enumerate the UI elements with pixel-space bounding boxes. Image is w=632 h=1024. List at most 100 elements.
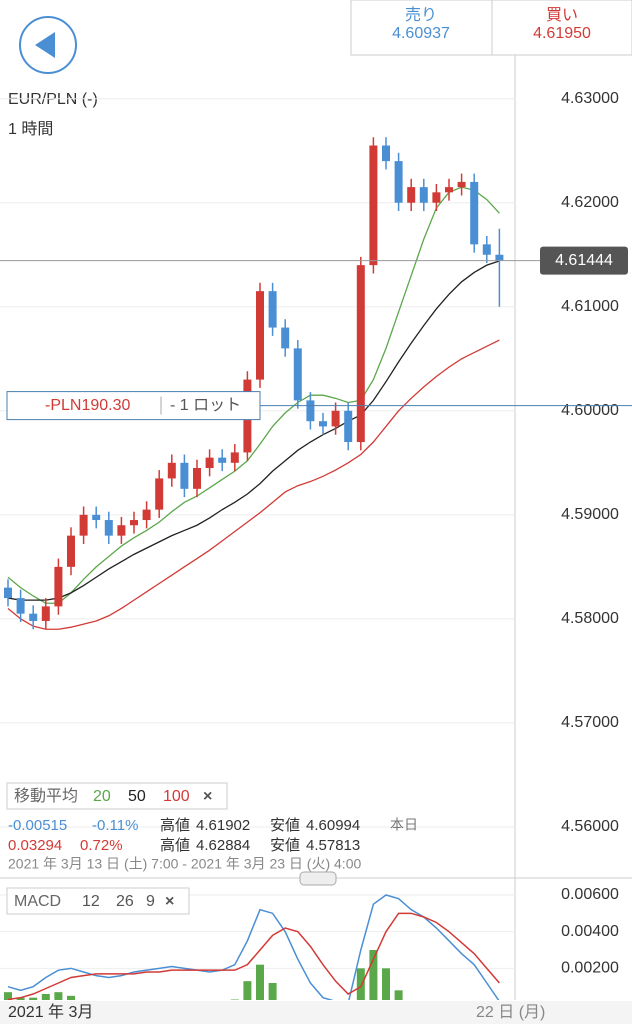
buy-button[interactable]: 買い 4.61950 <box>491 0 632 56</box>
day-low-label: 安値 <box>270 817 300 834</box>
candle-body <box>130 520 138 526</box>
histogram-bar <box>382 968 390 1000</box>
y-tick-label: 4.58000 <box>561 610 619 627</box>
histogram-bar <box>369 950 378 1000</box>
candle-body <box>382 145 390 162</box>
candle-body <box>445 187 453 193</box>
candle-body <box>394 161 403 203</box>
day-change: -0.00515 <box>8 817 67 834</box>
position-pnl: -PLN190.30 <box>45 397 130 414</box>
panel-resize-handle[interactable] <box>299 871 337 886</box>
candle-body <box>41 606 50 621</box>
range-high-label: 高値 <box>160 837 190 854</box>
range-low: 4.57813 <box>306 837 360 854</box>
buy-price[interactable]: 4.61950 <box>533 25 591 42</box>
candle-body <box>104 520 113 536</box>
macd-legend-close[interactable]: × <box>165 893 174 910</box>
sell-price[interactable]: 4.60937 <box>392 25 450 42</box>
y-tick-label: 4.56000 <box>561 818 619 835</box>
back-circle[interactable] <box>19 16 77 74</box>
sell-box[interactable] <box>350 0 493 56</box>
y-tick-label: 4.62000 <box>561 194 619 211</box>
candle-body <box>180 462 189 489</box>
range-low-label: 安値 <box>270 837 300 854</box>
candle-body <box>495 254 504 261</box>
back-button[interactable] <box>19 16 77 74</box>
ma-legend-entry: 50 <box>128 788 146 805</box>
candle-body <box>142 509 151 521</box>
y-tick-label: 0.00200 <box>561 960 619 977</box>
moving-average <box>7 186 500 604</box>
macd-param: 9 <box>146 893 155 910</box>
sell-button[interactable]: 売り 4.60937 <box>350 0 493 56</box>
day-high: 4.61902 <box>196 817 250 834</box>
y-tick-label: 4.63000 <box>561 90 619 107</box>
histogram-bar <box>230 999 239 1000</box>
candle-body <box>319 421 327 427</box>
moving-average <box>7 260 500 601</box>
x-axis-band <box>0 1001 632 1024</box>
ma-legend-box[interactable] <box>6 782 228 810</box>
sell-label[interactable]: 売り <box>405 6 437 24</box>
candle-body <box>432 192 441 203</box>
candle-body <box>117 525 126 536</box>
buy-label[interactable]: 買い <box>546 7 578 24</box>
buy-box[interactable] <box>491 0 632 56</box>
candle-body <box>16 598 25 614</box>
macd-chart: 0.00200 0.00400 0.00600 <box>0 886 619 1000</box>
main-chart: 4.56000 4.57000 4.58000 4.59000 4.60000 4.610… <box>0 90 632 835</box>
candle-body <box>155 478 164 510</box>
position-lots: - 1 ロット <box>170 397 241 414</box>
x-label: 2021 年 3月 <box>8 1003 93 1021</box>
position-box <box>6 391 261 421</box>
candle-body <box>293 348 302 401</box>
current-price-label: 4.61444 <box>555 252 613 269</box>
day-period: 本日 <box>390 817 418 833</box>
candle-body <box>306 400 315 422</box>
moving-average <box>7 339 500 630</box>
candle-body <box>356 265 365 443</box>
back-arrow[interactable] <box>35 32 55 58</box>
macd-param: 12 <box>82 893 100 910</box>
candle-body <box>29 613 38 621</box>
candle-body <box>407 187 416 203</box>
candle-body <box>344 410 353 443</box>
histogram-bar <box>394 990 403 1000</box>
candle-body <box>470 181 479 245</box>
candle-body <box>331 410 340 427</box>
y-tick-label: 4.57000 <box>561 714 619 731</box>
ma-legend-label: 移動平均 <box>14 787 78 805</box>
candle-body <box>193 468 201 489</box>
macd-line <box>7 912 500 1000</box>
current-price-box <box>540 246 628 275</box>
macd-title: MACD <box>14 893 61 910</box>
candle-body <box>205 457 214 469</box>
ma-legend-close[interactable]: × <box>203 788 212 805</box>
candle-body <box>482 244 491 255</box>
y-tick-label: 4.59000 <box>561 506 619 523</box>
histogram-bar <box>16 997 25 1000</box>
range-high: 4.62884 <box>196 837 250 854</box>
macd-legend-box[interactable] <box>6 887 190 915</box>
histogram-bar <box>256 964 264 1000</box>
histogram-bar <box>67 995 75 1000</box>
y-tick-label: 0.00400 <box>561 923 619 940</box>
histogram-bar <box>29 997 38 1000</box>
day-low: 4.60994 <box>306 817 360 834</box>
candle-body <box>54 566 63 607</box>
candle-body <box>4 587 12 599</box>
x-label: 22 日 (月) <box>476 1004 545 1021</box>
candle-body <box>268 291 277 328</box>
y-tick-label: 4.61000 <box>561 298 619 315</box>
symbol: EUR/PLN (-) <box>8 91 98 108</box>
histogram-bar <box>356 968 365 1000</box>
y-tick-label: 4.60000 <box>561 402 619 419</box>
range-change-pct: 0.72% <box>80 837 123 854</box>
candle-body <box>230 452 239 463</box>
macd-param: 26 <box>116 893 134 910</box>
macd-line <box>7 894 500 1000</box>
candle-body <box>256 291 264 380</box>
histogram-bar <box>268 983 277 1000</box>
